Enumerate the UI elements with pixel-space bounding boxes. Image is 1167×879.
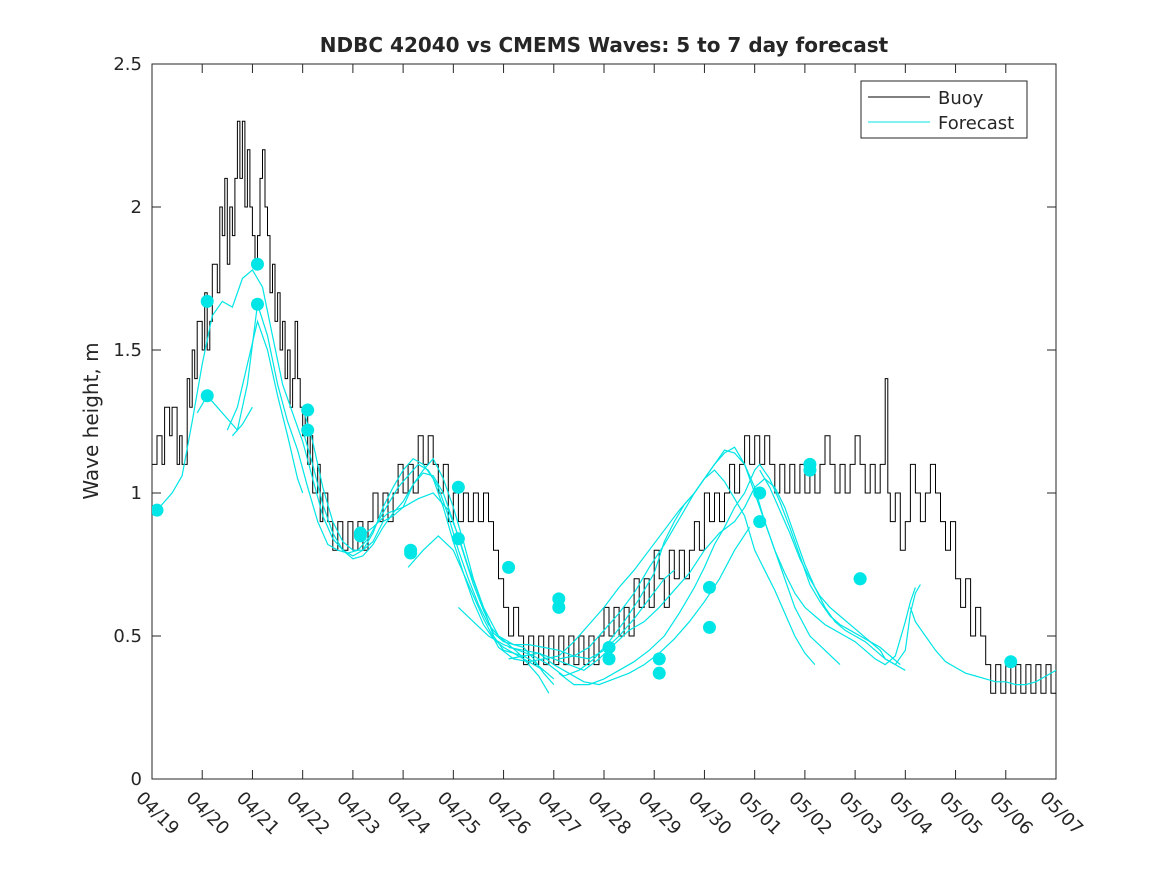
forecast-marker — [353, 529, 367, 543]
forecast-marker — [200, 389, 214, 403]
forecast-marker — [1004, 655, 1018, 669]
y-tick-label: 2 — [131, 197, 142, 218]
forecast-marker — [502, 560, 516, 574]
forecast-marker — [702, 620, 716, 634]
forecast-line — [231, 406, 253, 437]
forecast-line — [759, 469, 921, 666]
forecast-marker — [602, 652, 616, 666]
forecast-marker — [301, 403, 315, 417]
forecast-line — [558, 463, 901, 686]
forecast-markers — [152, 257, 1018, 680]
forecast-line — [302, 429, 545, 671]
forecast-line — [226, 319, 304, 494]
forecast-marker — [853, 572, 867, 586]
forecast-marker — [552, 600, 566, 614]
forecast-marker — [301, 423, 315, 437]
forecast-marker — [404, 546, 418, 560]
forecast-marker — [152, 503, 164, 517]
legend-box — [860, 80, 1028, 139]
forecast-line — [508, 477, 906, 671]
y-tick-label: 2.5 — [113, 54, 142, 75]
forecast-line — [508, 526, 751, 686]
y-tick-label: 0.5 — [113, 626, 142, 647]
forecast-line — [156, 268, 555, 680]
buoy-line — [152, 120, 1056, 694]
y-tick-label: 1 — [131, 483, 142, 504]
buoy-series — [152, 120, 1056, 694]
y-axis-label: Wave height, m — [79, 342, 103, 499]
forecast-marker — [753, 515, 767, 529]
legend-buoy-label: Buoy — [938, 88, 984, 109]
forecast-marker — [250, 257, 264, 271]
forecast-series — [156, 268, 1056, 694]
legend: Buoy Forecast — [860, 80, 1028, 139]
forecast-marker — [602, 640, 616, 654]
forecast-marker — [200, 294, 214, 308]
forecast-line — [357, 492, 675, 660]
plot-area — [152, 120, 1056, 694]
y-axis-ticks: 0 0.5 1 1.5 2 2.5 — [113, 54, 1056, 790]
forecast-marker — [250, 297, 264, 311]
legend-forecast-label: Forecast — [938, 113, 1014, 134]
forecast-marker — [451, 532, 465, 546]
forecast-marker — [451, 480, 465, 494]
forecast-marker — [753, 486, 767, 500]
forecast-line — [558, 449, 916, 666]
forecast-marker — [702, 580, 716, 594]
forecast-line — [909, 607, 1056, 686]
forecast-marker — [652, 652, 666, 666]
forecast-marker — [803, 463, 817, 477]
y-tick-label: 1.5 — [113, 340, 142, 361]
forecast-marker — [652, 666, 666, 680]
y-tick-label: 0 — [131, 769, 142, 790]
chart-title: NDBC 42040 vs CMEMS Waves: 5 to 7 day fo… — [320, 33, 889, 57]
